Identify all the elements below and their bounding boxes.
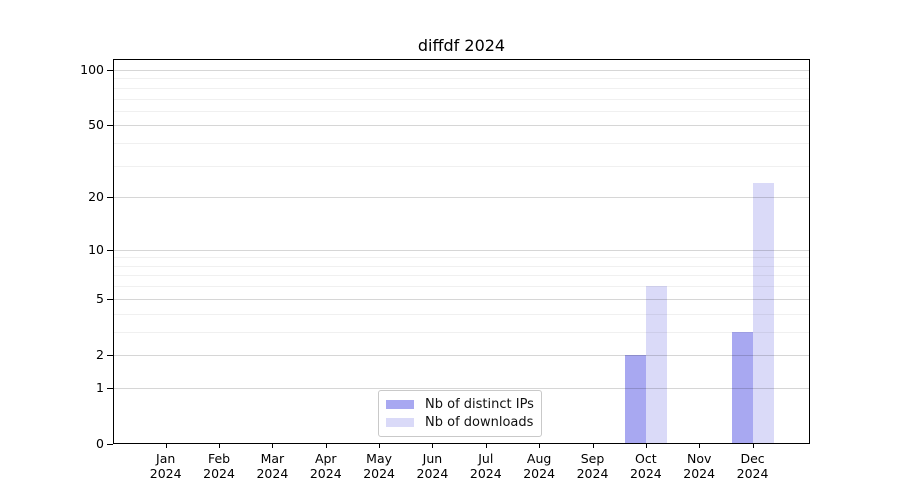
- y-tick-label-10: 10: [88, 241, 104, 257]
- gridline-minor-70: [114, 98, 809, 100]
- month-label: Dec: [740, 451, 765, 466]
- y-tick-100: [107, 70, 113, 71]
- gridline-minor-90: [114, 78, 809, 80]
- x-tick-aug: [539, 444, 541, 448]
- year-label: 2024: [683, 466, 716, 481]
- gridline-minor-80: [114, 87, 809, 89]
- gridline-major-10: [114, 249, 809, 251]
- y-tick-5: [107, 298, 113, 300]
- year-label: 2024: [736, 466, 769, 481]
- month-label: Mar: [260, 451, 285, 466]
- y-tick-20: [107, 197, 113, 199]
- bar-nb-of-distinct-ips-dec: [731, 331, 753, 444]
- gridline-major-100: [114, 70, 809, 71]
- legend-swatch-downloads: [386, 418, 414, 427]
- x-tick-label-sep: Sep 2024: [561, 451, 625, 481]
- month-label: Aug: [526, 451, 552, 466]
- x-tick-jun: [432, 444, 434, 448]
- month-label: Feb: [207, 451, 231, 466]
- x-tick-label-jun: Jun 2024: [400, 451, 464, 481]
- month-label: May: [366, 451, 393, 466]
- y-tick-1: [107, 387, 113, 389]
- x-tick-sep: [592, 444, 594, 448]
- legend-item-downloads: Nb of downloads: [386, 415, 541, 430]
- x-tick-label-feb: Feb 2024: [187, 451, 251, 481]
- x-tick-label-may: May 2024: [347, 451, 411, 481]
- month-label: Jul: [478, 451, 494, 466]
- x-tick-label-jul: Jul 2024: [454, 451, 518, 481]
- y-tick-10: [107, 249, 113, 251]
- x-tick-feb: [219, 444, 221, 448]
- y-tick-label-50: 50: [88, 117, 104, 133]
- legend-item-distinct-ips: Nb of distinct IPs: [386, 397, 541, 412]
- year-label: 2024: [629, 466, 662, 481]
- x-tick-may: [379, 444, 381, 448]
- legend-swatch-distinct-ips: [386, 400, 414, 409]
- x-tick-mar: [272, 444, 274, 448]
- month-label: Sep: [580, 451, 605, 466]
- gridline-major-1: [114, 387, 809, 389]
- gridline-minor-9: [114, 257, 809, 259]
- x-tick-label-mar: Mar 2024: [240, 451, 304, 481]
- x-tick-dec: [752, 444, 754, 448]
- y-tick-50: [107, 125, 113, 127]
- x-tick-label-apr: Apr 2024: [294, 451, 358, 481]
- y-tick-label-1: 1: [96, 379, 104, 395]
- x-tick-label-dec: Dec 2024: [721, 451, 785, 481]
- year-label: 2024: [149, 466, 182, 481]
- gridline-minor-6: [114, 286, 809, 288]
- x-tick-jan: [165, 444, 167, 448]
- year-label: 2024: [256, 466, 289, 481]
- x-tick-label-jan: Jan 2024: [134, 451, 198, 481]
- y-tick-label-100: 100: [80, 62, 104, 77]
- year-label: 2024: [469, 466, 502, 481]
- year-label: 2024: [363, 466, 395, 481]
- gridline-minor-3: [114, 331, 809, 333]
- bar-nb-of-downloads-dec: [752, 183, 774, 444]
- month-label: Jan: [156, 451, 176, 466]
- month-label: Apr: [314, 451, 337, 466]
- y-tick-label-0: 0: [96, 436, 104, 451]
- year-label: 2024: [576, 466, 609, 481]
- gridline-minor-60: [114, 110, 809, 112]
- bar-nb-of-distinct-ips-oct: [624, 354, 646, 444]
- year-label: 2024: [203, 466, 235, 481]
- legend: Nb of distinct IPs Nb of downloads: [378, 390, 542, 437]
- y-tick-label-20: 20: [88, 189, 104, 205]
- month-label: Nov: [686, 451, 712, 466]
- gridline-minor-7: [114, 275, 809, 277]
- year-label: 2024: [416, 466, 449, 481]
- x-tick-label-oct: Oct 2024: [614, 451, 678, 481]
- gridline-minor-30: [114, 165, 809, 167]
- bar-nb-of-downloads-oct: [645, 286, 667, 444]
- x-tick-label-nov: Nov 2024: [667, 451, 731, 481]
- x-tick-nov: [699, 444, 701, 448]
- y-tick-label-2: 2: [96, 346, 104, 362]
- legend-label-downloads: Nb of downloads: [425, 415, 534, 430]
- gridline-minor-4: [114, 313, 809, 315]
- x-tick-label-aug: Aug 2024: [507, 451, 571, 481]
- gridline-major-2: [114, 354, 809, 356]
- month-label: Oct: [635, 451, 657, 466]
- plot-frame: [113, 59, 810, 444]
- year-label: 2024: [523, 466, 556, 481]
- y-tick-0: [107, 444, 113, 445]
- year-label: 2024: [309, 466, 342, 481]
- month-label: Jun: [422, 451, 443, 466]
- x-tick-jul: [485, 444, 487, 448]
- y-tick-2: [107, 354, 113, 356]
- gridline-major-5: [114, 298, 809, 300]
- x-tick-oct: [645, 444, 647, 448]
- x-tick-apr: [325, 444, 327, 448]
- y-tick-label-5: 5: [96, 290, 104, 306]
- gridline-major-50: [114, 125, 809, 127]
- legend-label-distinct-ips: Nb of distinct IPs: [425, 397, 534, 412]
- gridline-minor-40: [114, 143, 809, 145]
- gridline-minor-8: [114, 265, 809, 267]
- gridline-major-20: [114, 197, 809, 199]
- chart-title: diffdf 2024: [417, 36, 506, 55]
